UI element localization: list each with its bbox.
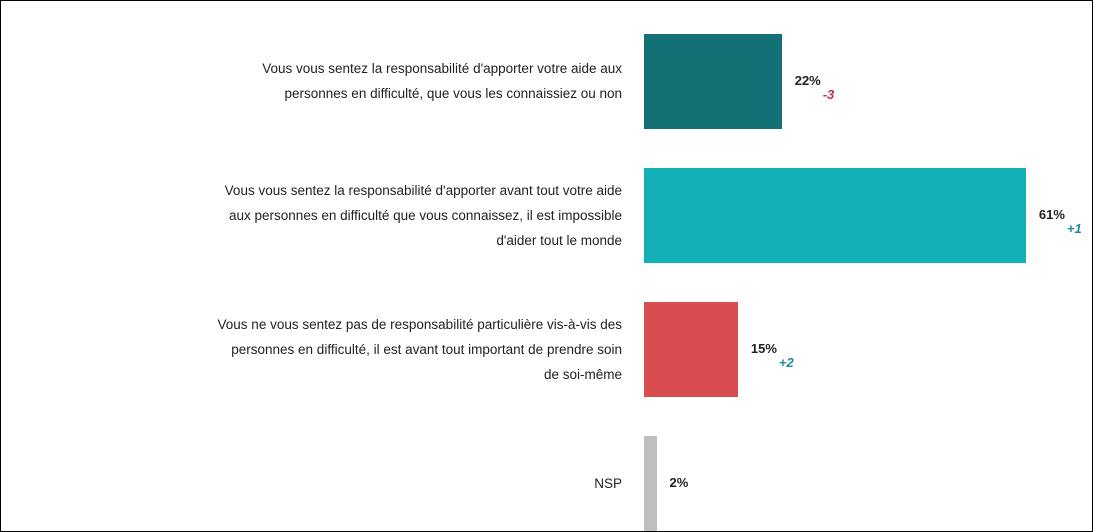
category-label-line: aux personnes en difficulté que vous con…: [229, 207, 622, 223]
value-label: 22%: [794, 73, 821, 88]
value-label: 61%: [1038, 207, 1065, 222]
category-label: NSP: [594, 471, 622, 496]
category-label-line: NSP: [594, 475, 622, 491]
value-label: 15%: [750, 341, 777, 356]
change-label: +2: [778, 355, 794, 370]
category-label-line: personnes en difficulté, que vous les co…: [284, 86, 622, 101]
bar: [644, 435, 657, 531]
category-label-line: Vous vous sentez la responsabilité d'app…: [262, 61, 622, 76]
category-label-line: Vous ne vous sentez pas de responsabilit…: [217, 316, 622, 332]
category-label: Vous vous sentez la responsabilité d'app…: [225, 178, 622, 253]
category-label-line: de soi-même: [543, 366, 622, 382]
bar: [644, 167, 1026, 263]
category-label-line: Vous vous sentez la responsabilité d'app…: [224, 182, 622, 198]
change-label: +1: [1066, 221, 1082, 236]
category-label: Vous vous sentez la responsabilité d'app…: [262, 56, 622, 106]
change-label: -3: [822, 87, 835, 102]
bar: [644, 301, 738, 397]
value-label: 2%: [669, 475, 689, 490]
category-label: Vous ne vous sentez pas de responsabilit…: [218, 312, 622, 387]
category-label-line: personnes en difficulté, il est avant to…: [231, 341, 622, 357]
bar: [644, 33, 782, 129]
category-label-line: d'aider tout le monde: [496, 232, 622, 248]
